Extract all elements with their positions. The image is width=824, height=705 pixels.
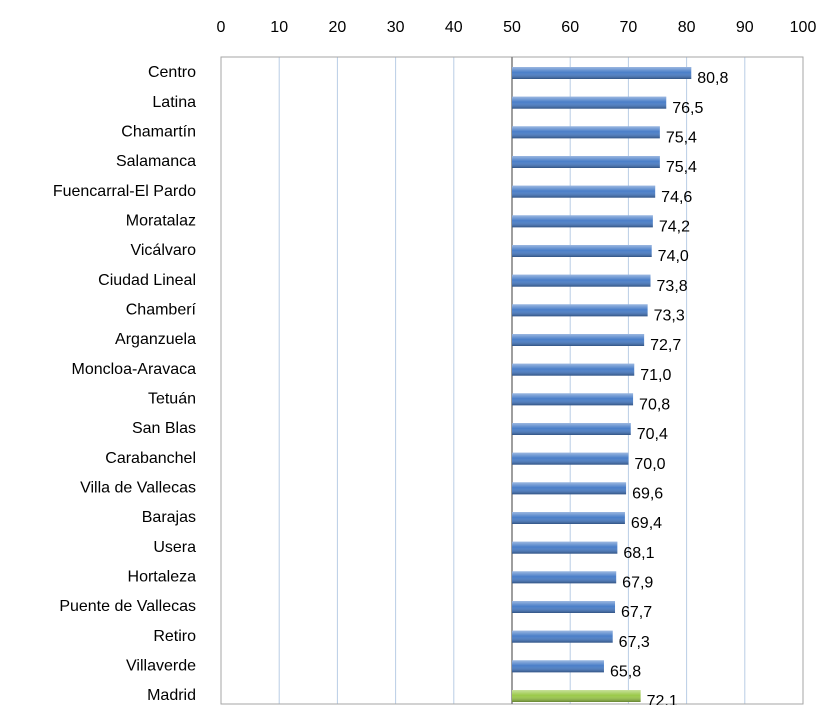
y-tick-label: Madrid (147, 687, 196, 704)
y-tick-label: Tetuán (148, 391, 196, 408)
bar-shade (512, 126, 660, 139)
y-tick-label: Villa de Vallecas (80, 480, 196, 497)
y-tick-label: Centro (148, 64, 196, 81)
value-label: 67,9 (622, 575, 653, 592)
value-label: 74,2 (659, 219, 690, 236)
x-tick-label: 40 (445, 19, 463, 36)
value-label: 71,0 (640, 367, 671, 384)
y-tick-label: Moncloa-Aravaca (72, 361, 197, 378)
bar-shade (512, 96, 667, 109)
y-tick-label: Latina (152, 94, 196, 111)
bar-shade (512, 363, 635, 376)
value-label: 67,7 (621, 604, 652, 621)
y-tick-label: Vicálvaro (130, 242, 196, 259)
y-tick-label: Chamartín (121, 124, 196, 141)
bar-shade (512, 245, 652, 257)
y-tick-label: Salamanca (116, 153, 196, 170)
y-tick-label: Chamberí (126, 302, 197, 319)
bar-shade (512, 393, 634, 406)
bar-shade (512, 185, 656, 198)
y-tick-label: Fuencarral-El Pardo (53, 183, 196, 200)
value-label: 80,8 (697, 70, 728, 87)
value-label: 69,6 (632, 486, 663, 503)
value-label: 73,8 (657, 278, 688, 295)
bar-shade (512, 541, 618, 554)
value-label: 74,6 (661, 189, 692, 206)
x-tick-label: 70 (620, 19, 638, 36)
value-label: 76,5 (672, 100, 703, 117)
y-tick-label: Puente de Vallecas (59, 598, 196, 615)
value-label: 70,0 (634, 456, 665, 473)
y-tick-label: Arganzuela (115, 331, 196, 348)
x-tick-label: 60 (561, 19, 579, 36)
y-tick-label: Carabanchel (105, 450, 196, 467)
y-tick-label: Ciudad Lineal (98, 272, 196, 289)
bar-shade (512, 482, 627, 495)
bar-shade (512, 452, 629, 465)
y-tick-label: Barajas (142, 509, 196, 526)
value-label: 69,4 (631, 515, 662, 532)
value-label: 70,8 (639, 397, 670, 414)
x-tick-label: 30 (387, 19, 405, 36)
bar-shade (512, 512, 625, 524)
bar-shade (512, 215, 653, 228)
value-label: 75,4 (666, 130, 697, 147)
bar-shade (512, 660, 604, 673)
bar-shade (512, 304, 648, 317)
y-tick-label: Villaverde (126, 658, 196, 675)
y-tick-label: Moratalaz (126, 213, 196, 230)
value-label: 74,0 (658, 248, 689, 265)
value-label: 72,7 (650, 337, 681, 354)
x-tick-label: 20 (329, 19, 347, 36)
bar-shade (512, 690, 641, 702)
bar-shade (512, 423, 631, 435)
value-label: 67,3 (619, 634, 650, 651)
y-tick-label: Hortaleza (128, 569, 197, 586)
x-tick-label: 10 (270, 19, 288, 36)
x-tick-label: 50 (503, 19, 521, 36)
bar-shade (512, 630, 613, 643)
bar-shade (512, 334, 645, 346)
value-label: 75,4 (666, 159, 697, 176)
bar-shade (512, 67, 692, 79)
bar-shade (512, 601, 616, 613)
bar-shade (512, 274, 651, 287)
value-label: 72,1 (647, 693, 678, 705)
value-label: 65,8 (610, 664, 641, 681)
x-tick-label: 0 (217, 19, 226, 36)
bar-shade (512, 156, 660, 168)
y-tick-label: Usera (153, 539, 196, 556)
bar-shade (512, 571, 617, 584)
x-tick-label: 80 (678, 19, 696, 36)
value-label: 73,3 (654, 308, 685, 325)
x-tick-label: 90 (736, 19, 754, 36)
value-label: 70,4 (637, 426, 668, 443)
y-tick-label: Retiro (153, 628, 196, 645)
value-label: 68,1 (623, 545, 654, 562)
y-tick-label: San Blas (132, 420, 196, 437)
x-tick-label: 100 (790, 19, 817, 36)
